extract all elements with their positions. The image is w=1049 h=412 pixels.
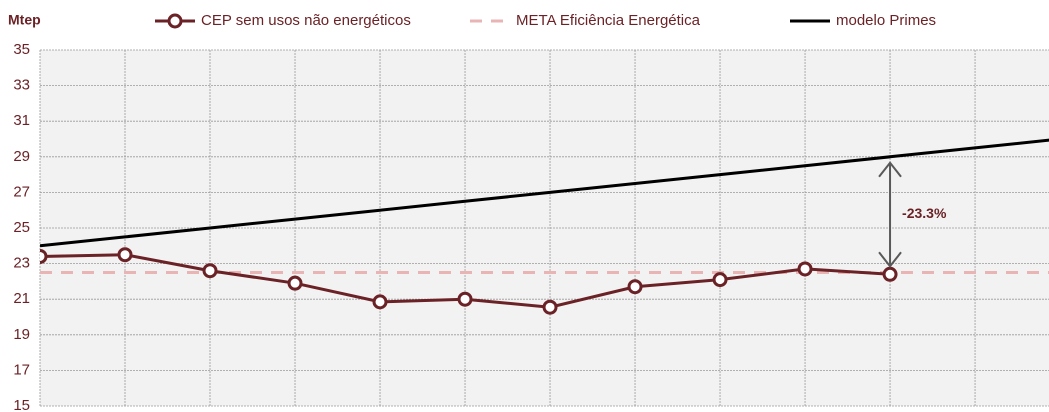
- point: [712, 272, 728, 288]
- annotation-arrow: [878, 161, 902, 268]
- y-tick-label: 23: [13, 255, 30, 272]
- point: [202, 263, 218, 279]
- legend-marker: [167, 13, 183, 29]
- point: [542, 299, 558, 315]
- y-tick-label: 19: [13, 326, 30, 343]
- legend-label: META Eficiência Energética: [516, 12, 701, 29]
- legend-label: CEP sem usos não energéticos: [201, 12, 411, 29]
- point: [797, 261, 813, 277]
- point: [40, 248, 48, 264]
- point: [287, 275, 303, 291]
- y-axis-label: Mtep: [8, 12, 41, 28]
- point: [372, 294, 388, 310]
- series-line: [40, 138, 1049, 248]
- y-tick-label: 25: [13, 219, 30, 236]
- y-tick-label: 17: [13, 361, 30, 378]
- point: [627, 279, 643, 295]
- y-tick-label: 27: [13, 183, 30, 200]
- plot: [40, 138, 1049, 315]
- point: [457, 291, 473, 307]
- y-tick-label: 35: [13, 41, 30, 58]
- y-tick-label: 31: [13, 112, 30, 129]
- legend-label: modelo Primes: [836, 12, 936, 29]
- point: [117, 247, 133, 263]
- y-tick-label: 15: [13, 397, 30, 412]
- point: [882, 266, 898, 282]
- y-tick-label: 21: [13, 290, 30, 307]
- y-tick-label: 33: [13, 77, 30, 94]
- y-tick-label: 29: [13, 148, 30, 165]
- annotation: -23.3%: [902, 205, 947, 221]
